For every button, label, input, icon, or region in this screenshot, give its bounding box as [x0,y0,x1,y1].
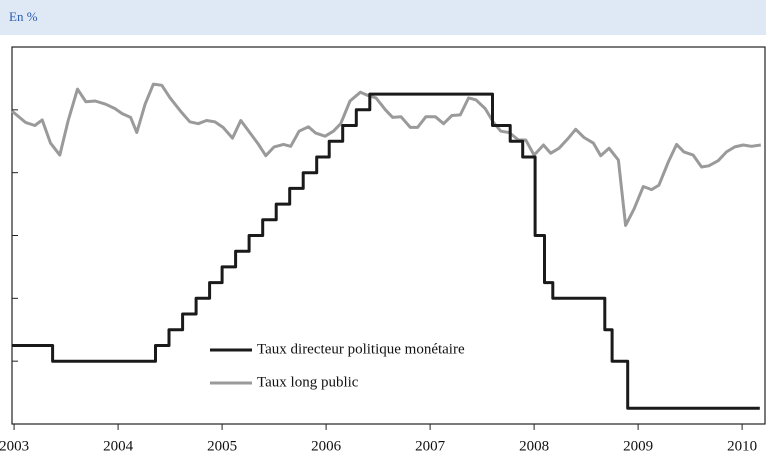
series-line [12,92,760,410]
legend-label: Taux long public [257,374,359,390]
x-tick-label: 2004 [103,438,134,454]
x-tick-label: 2007 [415,438,446,454]
subtitle: En % [9,9,38,24]
series-line [11,82,762,227]
header-band [0,0,766,35]
plot-frame [11,46,766,425]
x-tick-label: 2010 [727,438,757,454]
legend-label: Taux directeur politique monétaire [257,341,465,357]
x-tick-label: 2006 [311,438,342,454]
x-tick-label: 2003 [0,438,29,454]
x-tick-label: 2008 [519,438,549,454]
x-tick-label: 2005 [207,438,237,454]
x-tick-label: 2009 [623,438,653,454]
